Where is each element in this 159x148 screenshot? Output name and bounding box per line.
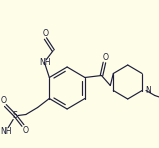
Text: O: O (0, 96, 6, 105)
Text: O: O (102, 53, 108, 62)
Text: O: O (42, 29, 48, 38)
Text: O: O (23, 126, 29, 135)
Text: NH: NH (1, 127, 12, 136)
Text: S: S (13, 111, 17, 120)
Text: NH: NH (40, 58, 51, 67)
Text: N: N (145, 86, 151, 95)
